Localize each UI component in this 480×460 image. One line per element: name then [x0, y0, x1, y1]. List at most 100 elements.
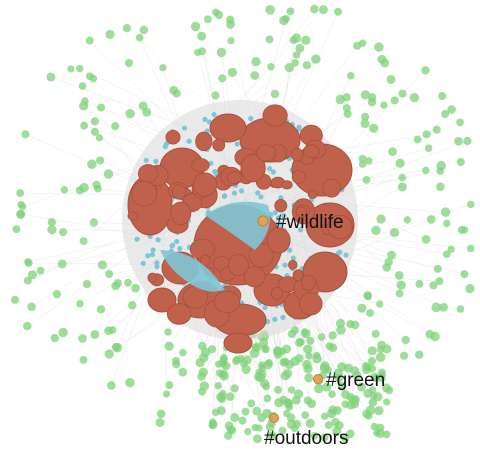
peripheral-node — [398, 90, 406, 98]
peripheral-node — [226, 16, 234, 24]
community-cluster — [128, 212, 138, 220]
peripheral-node — [385, 386, 393, 394]
peripheral-node — [274, 386, 282, 394]
peripheral-node — [76, 65, 83, 72]
peripheral-node — [398, 174, 406, 182]
peripheral-node — [336, 319, 345, 328]
peripheral-node — [105, 30, 114, 39]
peripheral-node — [433, 126, 441, 134]
peripheral-node — [197, 32, 206, 41]
core-node — [177, 246, 182, 251]
core-node — [145, 253, 150, 258]
peripheral-node — [365, 412, 372, 419]
peripheral-node — [271, 90, 280, 99]
peripheral-node — [211, 91, 219, 99]
peripheral-node — [372, 330, 380, 338]
community-cluster — [282, 181, 292, 189]
peripheral-node — [252, 343, 261, 352]
peripheral-node — [438, 92, 446, 100]
peripheral-node — [346, 401, 355, 410]
peripheral-node — [436, 183, 445, 192]
peripheral-node — [351, 321, 360, 330]
peripheral-node — [353, 42, 361, 50]
peripheral-node — [124, 279, 132, 287]
peripheral-node — [376, 352, 386, 362]
peripheral-node — [251, 57, 260, 66]
peripheral-node — [242, 408, 250, 416]
core-node — [170, 243, 175, 248]
peripheral-node — [198, 388, 206, 396]
peripheral-node — [169, 86, 178, 95]
core-node — [235, 141, 240, 146]
community-cluster — [301, 275, 315, 290]
peripheral-node — [326, 342, 334, 350]
community-cluster — [256, 145, 275, 161]
peripheral-node — [105, 270, 113, 278]
peripheral-node — [195, 358, 204, 367]
peripheral-node — [76, 186, 84, 194]
peripheral-node — [307, 399, 316, 408]
peripheral-node — [361, 90, 370, 99]
node-wildlife — [258, 216, 268, 226]
peripheral-node — [178, 368, 187, 377]
peripheral-node — [344, 110, 352, 118]
peripheral-node — [86, 72, 94, 80]
peripheral-node — [465, 284, 474, 293]
peripheral-node — [47, 225, 56, 234]
peripheral-node — [380, 101, 387, 108]
peripheral-node — [87, 160, 96, 169]
peripheral-node — [165, 381, 173, 389]
peripheral-node — [125, 59, 133, 67]
community-cluster — [214, 291, 240, 312]
peripheral-node — [279, 358, 288, 367]
peripheral-node — [329, 331, 337, 339]
peripheral-node — [51, 334, 59, 342]
peripheral-node — [81, 97, 89, 105]
peripheral-node — [80, 237, 88, 245]
peripheral-node — [263, 395, 271, 403]
peripheral-node — [285, 63, 294, 72]
peripheral-node — [310, 5, 319, 14]
peripheral-node — [439, 303, 448, 312]
peripheral-node — [19, 203, 26, 210]
peripheral-node — [59, 228, 67, 236]
peripheral-node — [366, 309, 374, 317]
peripheral-node — [78, 334, 87, 343]
peripheral-node — [58, 328, 68, 338]
peripheral-node — [434, 265, 442, 273]
peripheral-node — [191, 22, 200, 31]
peripheral-node — [12, 225, 20, 233]
peripheral-node — [334, 8, 342, 16]
peripheral-node — [286, 403, 294, 411]
peripheral-node — [217, 48, 226, 57]
core-node — [248, 116, 253, 121]
peripheral-node — [217, 406, 226, 415]
peripheral-node — [67, 65, 74, 72]
peripheral-node — [467, 201, 474, 208]
community-cluster — [171, 202, 191, 225]
peripheral-node — [16, 189, 24, 197]
peripheral-node — [264, 360, 273, 369]
peripheral-node — [58, 259, 67, 268]
peripheral-node — [374, 42, 383, 51]
peripheral-node — [371, 226, 380, 235]
peripheral-node — [376, 214, 385, 223]
peripheral-node — [244, 428, 251, 435]
peripheral-node — [257, 413, 266, 422]
peripheral-node — [463, 137, 471, 145]
core-node — [154, 264, 159, 269]
core-node — [283, 263, 288, 268]
peripheral-node — [306, 419, 315, 428]
peripheral-node — [37, 267, 45, 275]
peripheral-node — [274, 398, 283, 407]
peripheral-node — [214, 382, 221, 389]
peripheral-node — [90, 330, 99, 339]
peripheral-node — [314, 384, 323, 393]
peripheral-node — [125, 378, 134, 387]
peripheral-node — [359, 160, 367, 168]
community-cluster — [172, 185, 185, 199]
peripheral-node — [328, 405, 337, 414]
peripheral-node — [142, 108, 151, 117]
peripheral-node — [454, 137, 463, 146]
peripheral-node — [376, 424, 384, 432]
